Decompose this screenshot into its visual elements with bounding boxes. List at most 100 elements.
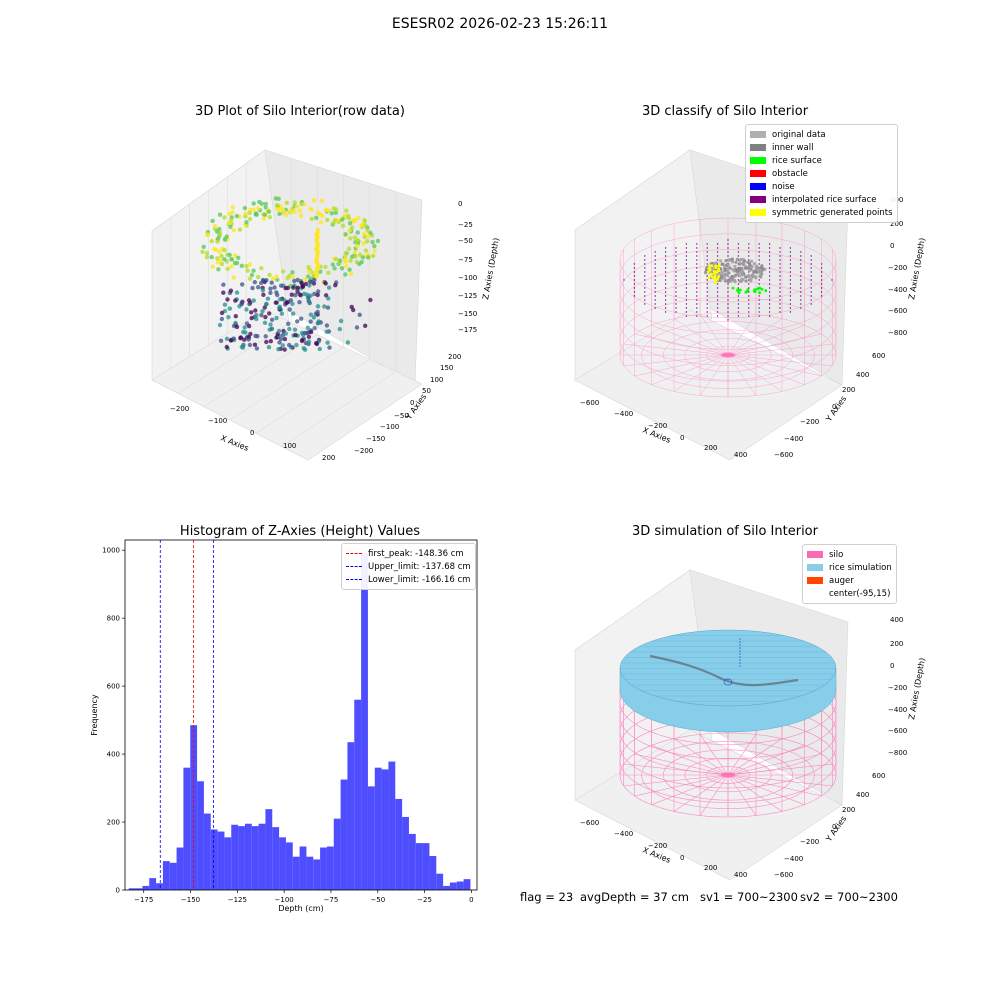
raw-point: [229, 257, 234, 262]
raw-point: [306, 334, 312, 339]
rice-surface-point: [764, 289, 768, 293]
avg-depth-text: avgDepth = 37 cm: [580, 890, 689, 904]
interpolated-point: [664, 267, 667, 269]
interpolated-point: [696, 267, 698, 269]
raw-point: [319, 198, 324, 203]
raw-point: [214, 247, 219, 252]
y-tick-label: −200: [800, 418, 819, 426]
interpolated-point: [654, 251, 656, 253]
raw-point: [294, 342, 299, 348]
raw-point: [234, 324, 240, 330]
raw-point: [306, 274, 311, 279]
interpolated-point: [685, 291, 688, 293]
raw-point: [315, 292, 320, 298]
raw-point: [299, 202, 304, 207]
interpolated-point: [685, 315, 688, 317]
interpolated-point: [748, 287, 750, 289]
raw-point: [314, 274, 319, 279]
raw-point: [362, 218, 367, 223]
symmetric-point: [710, 275, 714, 278]
raw-point: [270, 276, 276, 281]
raw-x-axis-label: X Axies: [219, 434, 250, 453]
wall-point: [723, 267, 727, 271]
raw-point: [333, 210, 338, 215]
interpolated-point: [758, 243, 760, 245]
interpolated-point: [716, 247, 719, 249]
interpolated-point: [800, 271, 802, 273]
interpolated-point: [654, 255, 656, 257]
interpolated-point: [800, 279, 802, 281]
raw-point: [209, 239, 214, 244]
y-tick-label: 800: [107, 615, 120, 623]
interpolated-point: [664, 311, 667, 313]
raw-point: [290, 301, 295, 306]
interpolated-point: [748, 251, 750, 253]
raw-point: [318, 269, 323, 274]
wall-point: [754, 276, 758, 280]
histogram-bar: [210, 829, 218, 890]
interpolated-point: [685, 275, 688, 277]
symmetric-point: [710, 264, 714, 267]
raw-point: [260, 288, 266, 293]
interpolated-point: [758, 279, 760, 281]
raw-point: [287, 326, 292, 332]
x-tick-label: −600: [580, 819, 599, 827]
raw-point: [266, 345, 272, 350]
interpolated-point: [633, 263, 636, 265]
interpolated-point: [644, 287, 646, 289]
raw-point: [243, 330, 248, 335]
interpolated-point: [685, 251, 688, 253]
rice-surface-point: [758, 291, 761, 295]
z-tick-label: −600: [888, 307, 907, 315]
raw-point: [249, 310, 254, 315]
x-tick-label: 0: [680, 434, 684, 442]
raw-point: [200, 249, 205, 254]
interpolated-point: [758, 307, 760, 309]
interpolated-point: [727, 239, 729, 241]
x-tick-label: −200: [648, 422, 667, 430]
y-tick-label: 0: [832, 823, 836, 831]
interpolated-point: [779, 255, 781, 257]
wall-point: [751, 273, 755, 277]
wall-point: [729, 279, 733, 283]
interpolated-point: [664, 303, 667, 305]
interpolated-point: [696, 299, 698, 301]
raw-point: [307, 283, 312, 288]
raw-point: [239, 300, 244, 306]
interpolated-point: [810, 287, 812, 289]
silo-floor-spoke: [634, 774, 729, 797]
interpolated-point: [779, 283, 781, 285]
raw-z-axis-label: Z Axies (Depth): [481, 237, 501, 300]
raw-point: [372, 243, 377, 249]
raw-point: [343, 232, 348, 237]
raw-point: [219, 253, 224, 259]
silo-floor-spoke: [634, 753, 729, 776]
classify-plot-title: 3D classify of Silo Interior: [641, 104, 809, 119]
raw-point: [300, 284, 305, 289]
interpolated-point: [768, 263, 771, 265]
interpolated-point: [716, 299, 719, 301]
raw-point: [337, 258, 343, 263]
raw-point: [288, 298, 293, 303]
wall-point: [726, 262, 730, 266]
legend-item-rice-simulation: rice simulation: [807, 561, 892, 574]
silo-floor-spoke: [623, 774, 729, 787]
wall-point: [704, 267, 708, 271]
raw-point: [255, 206, 261, 211]
silo-floor-spoke: [699, 354, 729, 396]
raw-point: [251, 207, 256, 212]
raw-point: [370, 239, 375, 245]
interpolated-point: [685, 243, 688, 245]
interpolated-point: [664, 271, 667, 273]
raw-point: [268, 286, 273, 291]
x-tick-label: −125: [228, 896, 247, 904]
raw-point: [275, 202, 280, 208]
raw-point: [265, 296, 271, 301]
legend-label: noise: [772, 181, 795, 192]
raw-point: [365, 228, 370, 233]
raw-point: [343, 258, 348, 263]
z-tick-label: 0: [458, 200, 462, 208]
interpolated-point: [675, 275, 677, 277]
raw-point: [347, 221, 353, 226]
histogram-bar: [326, 846, 334, 890]
